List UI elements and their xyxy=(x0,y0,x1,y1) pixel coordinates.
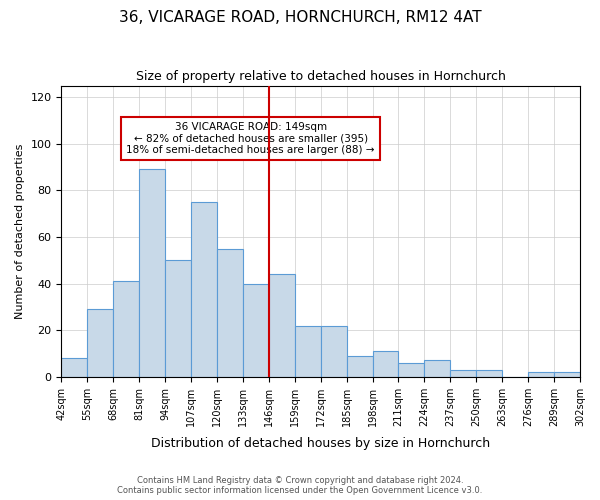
Bar xyxy=(61,358,88,377)
Text: Contains HM Land Registry data © Crown copyright and database right 2024.
Contai: Contains HM Land Registry data © Crown c… xyxy=(118,476,482,495)
Bar xyxy=(191,202,217,377)
Bar xyxy=(113,282,139,377)
Bar xyxy=(295,326,321,377)
Bar xyxy=(451,370,476,377)
Bar xyxy=(476,370,502,377)
Bar xyxy=(269,274,295,377)
Bar xyxy=(373,351,398,377)
Bar xyxy=(554,372,580,377)
Bar xyxy=(217,248,243,377)
Bar xyxy=(398,363,424,377)
Title: Size of property relative to detached houses in Hornchurch: Size of property relative to detached ho… xyxy=(136,70,506,83)
Bar xyxy=(528,372,554,377)
Bar xyxy=(165,260,191,377)
Bar xyxy=(347,356,373,377)
Bar xyxy=(321,326,347,377)
Bar xyxy=(424,360,451,377)
Text: 36, VICARAGE ROAD, HORNCHURCH, RM12 4AT: 36, VICARAGE ROAD, HORNCHURCH, RM12 4AT xyxy=(119,10,481,25)
Bar xyxy=(139,170,165,377)
X-axis label: Distribution of detached houses by size in Hornchurch: Distribution of detached houses by size … xyxy=(151,437,490,450)
Bar xyxy=(243,284,269,377)
Text: 36 VICARAGE ROAD: 149sqm
← 82% of detached houses are smaller (395)
18% of semi-: 36 VICARAGE ROAD: 149sqm ← 82% of detach… xyxy=(127,122,375,155)
Bar xyxy=(88,309,113,377)
Y-axis label: Number of detached properties: Number of detached properties xyxy=(15,144,25,319)
